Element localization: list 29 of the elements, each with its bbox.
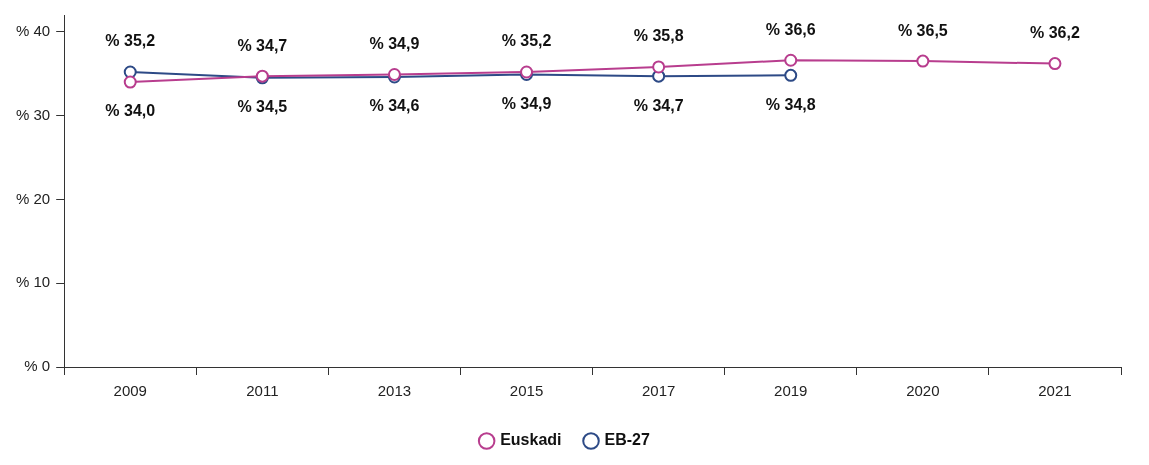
x-tick-label: 2020: [906, 382, 940, 400]
data-label: % 34,6: [369, 97, 420, 115]
y-tick-label: % 40: [15, 21, 51, 39]
x-tick-label: 2015: [509, 382, 544, 400]
x-tick-label: 2017: [641, 382, 676, 400]
y-tick-label: % 20: [15, 189, 51, 207]
data-label: % 34,5: [237, 98, 288, 116]
legend-label: EB-27: [604, 431, 650, 449]
data-label: % 36,5: [897, 21, 948, 39]
data-label: % 35,8: [633, 27, 684, 45]
x-tick-label: 2021: [1038, 382, 1072, 400]
y-tick-label: % 0: [24, 357, 51, 375]
data-label: % 36,2: [1030, 24, 1080, 42]
legend-label: Euskadi: [500, 431, 562, 449]
x-tick-label: 2009: [113, 382, 147, 400]
data-label: % 35,2: [105, 32, 156, 50]
data-label: % 36,6: [765, 20, 816, 38]
data-label: % 34,7: [237, 36, 288, 54]
x-tick-label: 2013: [377, 382, 412, 400]
data-label: % 34,7: [633, 96, 684, 114]
data-label: % 34,8: [765, 95, 816, 113]
y-tick-label: % 30: [15, 105, 51, 123]
data-label: % 34,9: [369, 34, 420, 52]
data-label: % 34,0: [105, 102, 156, 120]
data-label: % 35,2: [501, 32, 552, 50]
x-tick-label: 2011: [246, 382, 279, 400]
data-label: % 34,9: [501, 94, 552, 112]
x-tick-label: 2019: [774, 382, 808, 400]
y-tick-label: % 10: [15, 273, 51, 291]
